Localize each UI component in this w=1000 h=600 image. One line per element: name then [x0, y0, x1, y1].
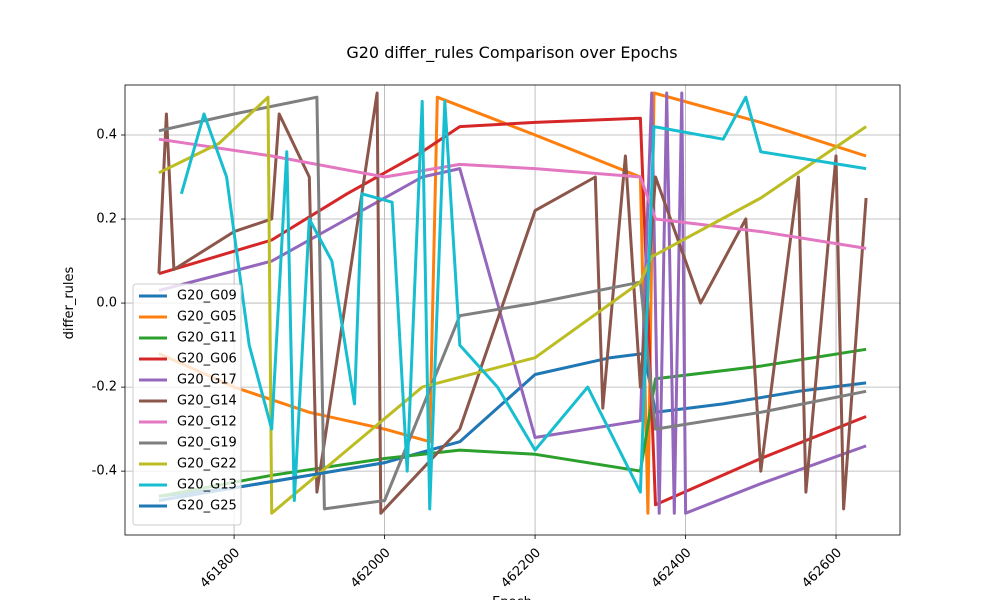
series-line: [158, 137, 867, 250]
y-tick-label: 0.2: [96, 212, 117, 227]
y-tick-label: -0.2: [92, 380, 117, 395]
legend-label: G20_G17: [177, 373, 237, 388]
series-line: [179, 95, 867, 511]
legend-label: G20_G22: [177, 457, 237, 472]
legend-label: G20_G12: [177, 415, 237, 430]
series-line: [157, 91, 868, 515]
y-axis-label: differ_rules: [62, 266, 77, 339]
y-tick-label: 0.0: [96, 296, 117, 311]
y-tick-label: 0.4: [96, 128, 117, 143]
x-axis-label: Epoch: [492, 595, 532, 600]
series-line: [158, 347, 867, 498]
series-line: [158, 91, 867, 515]
plot-frame: [124, 84, 901, 536]
series-line: [158, 95, 867, 515]
legend-label: G20_G05: [177, 310, 237, 325]
legend-label: G20_G09: [177, 289, 237, 304]
series-line: [158, 91, 867, 515]
legend-label: G20_G06: [177, 352, 237, 367]
legend-label: G20_G19: [177, 436, 237, 451]
legend-label: G20_G13: [177, 478, 237, 493]
legend-label: G20_G25: [177, 499, 237, 514]
series-line: [158, 95, 867, 511]
chart-title: G20 differ_rules Comparison over Epochs: [346, 43, 677, 63]
legend-label: G20_G11: [177, 331, 237, 346]
legend-label: G20_G14: [177, 394, 237, 409]
y-tick-label: -0.4: [92, 464, 117, 479]
